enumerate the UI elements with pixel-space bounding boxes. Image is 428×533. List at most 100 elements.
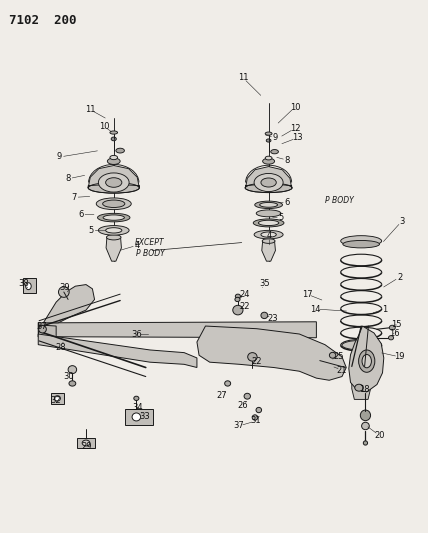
Polygon shape: [125, 409, 153, 425]
Ellipse shape: [262, 239, 275, 244]
Ellipse shape: [98, 225, 129, 235]
Ellipse shape: [266, 139, 271, 142]
Bar: [23, 278, 36, 293]
Text: 35: 35: [259, 279, 270, 288]
Text: 7102  200: 7102 200: [9, 14, 77, 27]
Ellipse shape: [261, 232, 276, 237]
Text: 38: 38: [19, 279, 30, 288]
Ellipse shape: [389, 325, 395, 330]
Ellipse shape: [26, 282, 31, 289]
Text: 6: 6: [78, 210, 83, 219]
Ellipse shape: [389, 336, 394, 340]
Ellipse shape: [256, 407, 262, 413]
Text: 36: 36: [131, 330, 142, 339]
Text: 8: 8: [65, 174, 71, 183]
Text: 9: 9: [57, 152, 62, 161]
Text: 26: 26: [238, 401, 248, 410]
Polygon shape: [51, 393, 64, 403]
Polygon shape: [352, 368, 371, 399]
Text: 23: 23: [268, 314, 278, 323]
Ellipse shape: [68, 366, 77, 374]
Ellipse shape: [355, 384, 363, 391]
Polygon shape: [43, 285, 95, 323]
Ellipse shape: [248, 353, 257, 361]
Ellipse shape: [235, 297, 240, 302]
Polygon shape: [38, 325, 56, 345]
Text: 7: 7: [71, 193, 77, 202]
Ellipse shape: [265, 132, 272, 135]
Ellipse shape: [116, 148, 125, 153]
Ellipse shape: [271, 150, 279, 154]
Text: 4: 4: [134, 241, 140, 250]
Text: 30: 30: [64, 372, 74, 381]
Polygon shape: [349, 326, 384, 392]
Ellipse shape: [96, 198, 131, 209]
Text: 6: 6: [285, 198, 290, 207]
Ellipse shape: [245, 183, 292, 192]
Polygon shape: [197, 326, 346, 380]
Ellipse shape: [253, 219, 284, 227]
Ellipse shape: [360, 410, 371, 421]
Text: 8: 8: [285, 156, 290, 165]
Polygon shape: [38, 334, 197, 368]
Ellipse shape: [103, 215, 125, 220]
Text: 11: 11: [238, 73, 248, 82]
Ellipse shape: [263, 158, 275, 164]
Text: 29: 29: [82, 442, 92, 451]
Text: 9: 9: [273, 133, 278, 142]
Text: 4: 4: [267, 231, 272, 240]
Ellipse shape: [260, 203, 278, 207]
Ellipse shape: [82, 440, 90, 446]
Text: 25: 25: [333, 352, 344, 361]
Ellipse shape: [341, 236, 382, 246]
Polygon shape: [77, 438, 95, 448]
Text: 10: 10: [99, 122, 109, 131]
Text: EXCEPT
P BODY: EXCEPT P BODY: [135, 238, 165, 257]
Ellipse shape: [98, 213, 130, 222]
Text: 21: 21: [337, 366, 347, 375]
Text: 17: 17: [302, 289, 312, 298]
Polygon shape: [38, 322, 316, 338]
Ellipse shape: [106, 177, 122, 187]
Ellipse shape: [132, 413, 141, 421]
Text: 3: 3: [399, 217, 404, 226]
Text: 10: 10: [290, 102, 300, 111]
Text: 2: 2: [397, 273, 402, 281]
Ellipse shape: [252, 415, 258, 420]
Ellipse shape: [69, 381, 76, 386]
Ellipse shape: [330, 352, 336, 358]
Ellipse shape: [254, 173, 283, 191]
Text: 20: 20: [374, 431, 385, 440]
Text: 19: 19: [394, 352, 405, 361]
Text: 1: 1: [382, 304, 387, 313]
Text: 37: 37: [233, 422, 244, 431]
Ellipse shape: [103, 200, 125, 207]
Text: 15: 15: [391, 320, 402, 329]
Ellipse shape: [107, 235, 121, 240]
Text: 5: 5: [279, 213, 284, 222]
Ellipse shape: [343, 240, 380, 248]
Ellipse shape: [244, 393, 250, 399]
Text: 33: 33: [140, 412, 150, 421]
Ellipse shape: [363, 441, 368, 445]
Ellipse shape: [351, 363, 372, 370]
Text: 24: 24: [239, 289, 250, 298]
Text: 22: 22: [239, 302, 250, 311]
Text: 22: 22: [251, 357, 262, 366]
Ellipse shape: [233, 305, 243, 315]
Ellipse shape: [342, 341, 380, 350]
Text: 39: 39: [59, 283, 70, 292]
Ellipse shape: [107, 158, 120, 165]
Text: 18: 18: [359, 385, 369, 394]
Ellipse shape: [225, 381, 231, 386]
Polygon shape: [88, 165, 140, 188]
Text: 12: 12: [290, 124, 300, 133]
Text: 31: 31: [250, 416, 261, 425]
Ellipse shape: [261, 178, 276, 187]
Ellipse shape: [261, 312, 268, 319]
Ellipse shape: [106, 228, 122, 233]
Ellipse shape: [235, 294, 241, 298]
Ellipse shape: [265, 156, 272, 160]
Ellipse shape: [362, 354, 372, 368]
Text: 34: 34: [133, 403, 143, 412]
